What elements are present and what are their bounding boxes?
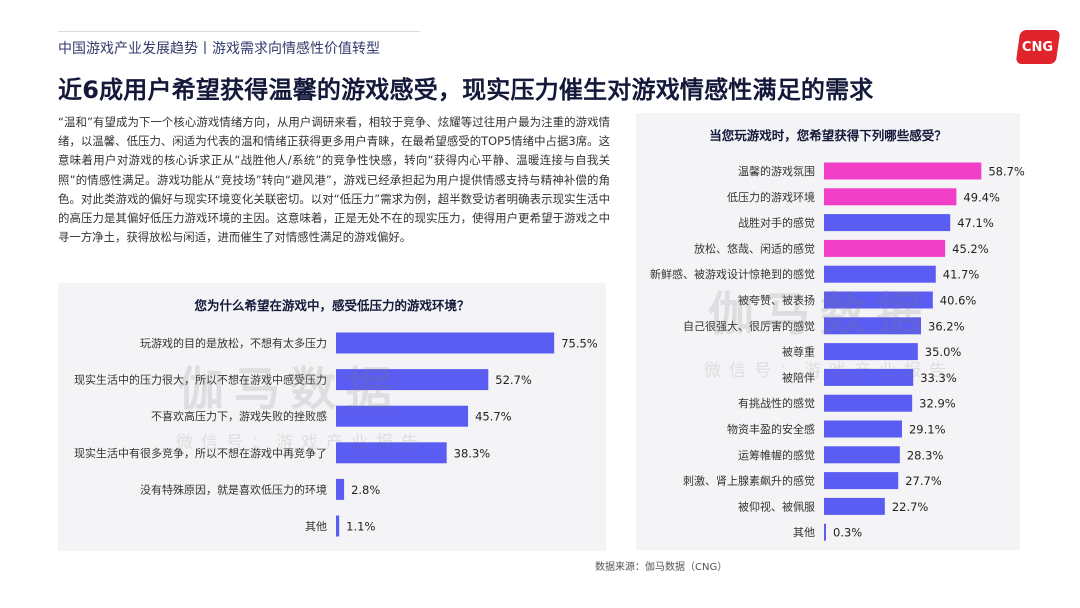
value-label: 27.7% (905, 474, 942, 488)
body-paragraph: “温和”有望成为下一个核心游戏情绪方向，从用户调研来看，相较于竞争、炫耀等过往用… (58, 115, 610, 245)
bar (336, 332, 555, 354)
value-label: 40.6% (940, 294, 977, 308)
bar (824, 291, 933, 309)
bar (824, 343, 918, 361)
right-bar-chart: 温馨的游戏氛围 58.7% 低压力的游戏环境 49.4% 战胜对手的感觉 47.1% 放松、… (650, 162, 1025, 541)
bar (824, 265, 936, 283)
value-label: 36.2% (928, 319, 965, 333)
value-label: 35.0% (925, 345, 962, 359)
value-label: 75.5% (561, 337, 598, 351)
page-title: 近6成用户希望获得温馨的游戏感受，现实压力催生对游戏情感性满足的需求 (58, 76, 874, 104)
bar (824, 472, 899, 490)
right-chart-title: 当您玩游戏时，您希望获得下列哪些感受？ (709, 128, 947, 143)
bar (824, 317, 922, 335)
value-label: 1.1% (346, 520, 375, 534)
category-label: 战胜对手的感觉 (738, 216, 815, 230)
bar (336, 405, 469, 427)
value-label: 2.8% (351, 483, 380, 497)
bar (824, 446, 900, 464)
bar (824, 214, 951, 232)
left-chart-title: 您为什么希望在游戏中，感受低压力的游戏环境？ (194, 298, 470, 313)
value-label: 33.3% (920, 371, 957, 385)
value-label: 32.9% (919, 397, 956, 411)
bar (824, 523, 826, 541)
value-label: 41.7% (943, 268, 980, 282)
value-label: 0.3% (833, 526, 862, 540)
value-label: 47.1% (957, 216, 994, 230)
value-label: 22.7% (892, 500, 929, 514)
value-label: 52.7% (495, 373, 532, 387)
category-label: 现实生活中的压力很大，所以不想在游戏中感受压力 (74, 373, 327, 387)
category-label: 有挑战性的感觉 (738, 396, 815, 410)
category-label: 被陪伴 (782, 370, 815, 384)
category-label: 自己很强大、很厉害的感觉 (683, 319, 815, 333)
value-label: 45.2% (952, 242, 989, 256)
bar (824, 188, 957, 206)
category-label: 新鲜感、被游戏设计惊艳到的感觉 (650, 267, 815, 281)
category-label: 现实生活中有很多竞争，所以不想在游戏中再竞争了 (74, 446, 327, 460)
bar (336, 478, 345, 500)
bar (336, 515, 340, 537)
left-chart-panel: 您为什么希望在游戏中，感受低压力的游戏环境？ 玩游戏的目的是放松，不想有太多压力… (58, 283, 606, 551)
bar (824, 394, 913, 412)
category-label: 温馨的游戏氛围 (738, 164, 815, 178)
category-label: 被仰视、被佩服 (738, 499, 815, 513)
category-label: 没有特殊原因，就是喜欢低压力的环境 (140, 482, 327, 496)
data-source: 数据来源：伽马数据（CNG） (595, 562, 728, 573)
breadcrumb: 中国游戏产业发展趋势丨游戏需求向情感性价值转型 (58, 41, 380, 57)
bar (336, 369, 489, 391)
value-label: 45.7% (475, 410, 512, 424)
category-label: 低压力的游戏环境 (727, 190, 815, 204)
bar (336, 442, 447, 464)
bar (824, 368, 914, 386)
category-label: 被尊重 (782, 345, 815, 359)
category-label: 玩游戏的目的是放松，不想有太多压力 (140, 336, 327, 350)
category-label: 运筹帷幄的感觉 (738, 448, 815, 462)
bar (824, 239, 946, 257)
category-label: 放松、悠哉、闲适的感觉 (694, 241, 815, 255)
category-label: 物资丰盈的安全感 (727, 422, 815, 436)
left-bar-chart: 玩游戏的目的是放松，不想有太多压力 75.5% 现实生活中的压力很大，所以不想在游戏… (74, 332, 598, 537)
category-label: 不喜欢高压力下，游戏失败的挫败感 (151, 409, 327, 423)
value-label: 28.3% (907, 448, 944, 462)
logo-text: CNG (1022, 39, 1054, 55)
value-label: 38.3% (454, 446, 491, 460)
bar (824, 420, 902, 438)
value-label: 29.1% (909, 423, 946, 437)
right-chart-panel: 当您玩游戏时，您希望获得下列哪些感受？ 温馨的游戏氛围 58.7% 低压力的游戏环境… (636, 113, 1025, 550)
category-label: 被夸赞、被表扬 (738, 293, 815, 307)
cng-logo: CNG (1015, 30, 1061, 64)
category-label: 刺激、肾上腺素飙升的感觉 (683, 474, 815, 488)
value-label: 49.4% (963, 190, 1000, 204)
value-label: 58.7% (988, 165, 1025, 179)
category-label: 其他 (793, 526, 815, 539)
header-divider (58, 31, 420, 32)
bar (824, 497, 885, 515)
bar (824, 162, 982, 180)
category-label: 其他 (305, 520, 327, 533)
